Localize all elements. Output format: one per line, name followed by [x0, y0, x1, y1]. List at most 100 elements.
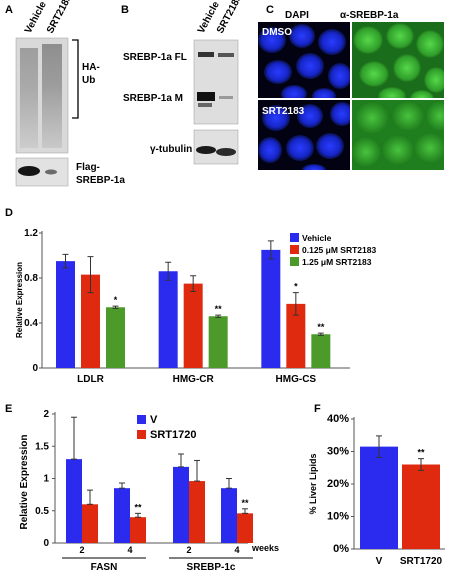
bar-ldlr-0-125-m-srt2183	[81, 274, 100, 368]
panel-c: C DAPI α-SREBP-1a DMSO	[258, 4, 444, 170]
fl-band-srt2183	[218, 53, 234, 57]
legend-label-v: V	[150, 414, 158, 426]
bar-srebp-1c-4-srt1720	[237, 513, 253, 543]
y-tick-label: 40%	[327, 413, 349, 425]
x-category-label: HMG-CS	[276, 374, 317, 385]
y-axis-label: Relative Expression	[19, 434, 30, 529]
image-srebp-dmso	[352, 22, 444, 98]
bar-fasn-2-srt1720	[82, 504, 98, 543]
bar-srebp-1c-2-srt1720	[189, 481, 205, 543]
panel-a: A Vehicle SRT2183 HA- Ub Flag- SREBP-1a	[5, 0, 125, 187]
panel-b: B Vehicle SRT2183 SREBP-1a FL SREBP-1a M…	[121, 0, 245, 165]
flag-band-vehicle	[18, 166, 40, 176]
chart-f: 0% 10% 20% 30% 40% % Liver Lipids V ** SRT1720	[308, 413, 445, 567]
x-category-label: HMG-CR	[173, 374, 215, 385]
bar-hmg-cs-0-125-m-srt2183	[286, 303, 306, 368]
srebp-fl-label: SREBP-1a FL	[123, 52, 187, 63]
significance-mark: *	[294, 282, 298, 292]
legend-swatch-1-25-m-srt2183	[290, 257, 299, 266]
bar-fasn-4-v	[114, 488, 130, 543]
significance-mark: **	[215, 304, 223, 314]
m-band-srt2183	[219, 96, 233, 99]
bar-ldlr-1-25-m-srt2183	[106, 307, 125, 368]
y-tick-label: 1.2	[24, 228, 38, 239]
flag-label: Flag-	[76, 162, 100, 173]
y-tick-label: 1	[43, 474, 49, 485]
chart-e: 0 0.5 1 1.5 2 Relative Expression 2 ** 4 FASN 2 ** 4…	[19, 409, 253, 573]
legend-swatch-0-125-m-srt2183	[290, 245, 299, 254]
srt2183-smear	[42, 44, 62, 148]
panel-e: E 0 0.5 1 1.5 2 Relative Expression 2 ** 4 FASN 2 *…	[5, 403, 279, 573]
y-tick-label: 20%	[327, 478, 349, 490]
bar-hmg-cs-vehicle	[261, 249, 281, 368]
y-tick-label: 10%	[327, 511, 349, 523]
col-label-dapi: DAPI	[285, 10, 309, 21]
srebp1a-label-a: SREBP-1a	[76, 175, 125, 186]
significance-mark: **	[317, 322, 325, 332]
bar-hmg-cs-1-25-m-srt2183	[311, 334, 331, 368]
bar-srebp-1c-4-v	[221, 488, 237, 543]
y-tick-label: 2	[43, 409, 49, 420]
panel-letter-a: A	[5, 4, 13, 16]
legend-label-srt1720: SRT1720	[150, 429, 196, 441]
ub-label: Ub	[82, 75, 95, 86]
tubulin-band-vehicle	[196, 146, 216, 154]
bar-hmg-cr-vehicle	[158, 271, 178, 368]
panel-letter-e: E	[5, 403, 12, 415]
image-srebp-srt2183	[352, 100, 444, 170]
y-tick-label: 0.8	[24, 273, 38, 284]
x-category-label: V	[376, 556, 383, 567]
bar-v	[360, 446, 398, 549]
x-subcategory-label: 2	[186, 545, 191, 555]
weeks-label: weeks	[251, 543, 279, 553]
image-dapi-dmso	[258, 22, 350, 98]
x-group-label: FASN	[91, 562, 118, 573]
image-dapi-srt2183	[258, 100, 350, 170]
m-band-vehicle	[197, 92, 215, 101]
chart-d: 0 0.4 0.8 1.2 Relative Expression * LDLR ** HMG-…	[15, 228, 376, 385]
y-tick-label: 0.5	[35, 506, 49, 517]
significance-mark: *	[114, 295, 118, 305]
legend-swatch-vehicle	[290, 233, 299, 242]
flag-band-srt2183	[45, 169, 57, 175]
bar-srt1720	[402, 464, 440, 549]
bar-fasn-4-srt1720	[130, 517, 146, 543]
legend-swatch-srt1720	[137, 430, 146, 439]
x-subcategory-label: 4	[234, 545, 239, 555]
y-tick-label: 0	[43, 538, 49, 549]
fl-band-vehicle	[198, 52, 214, 57]
panel-d: D 0 0.4 0.8 1.2 Relative Expression * LDLR ** HM…	[5, 207, 376, 385]
x-subcategory-label: 4	[127, 545, 132, 555]
x-subcategory-label: 2	[79, 545, 84, 555]
legend-label-1-25-m-srt2183: 1.25 μM SRT2183	[302, 257, 372, 267]
legend-swatch-v	[137, 415, 146, 424]
bar-fasn-2-v	[66, 459, 82, 543]
x-category-label: SRT1720	[400, 556, 443, 567]
col-label-srebp: α-SREBP-1a	[340, 10, 399, 21]
y-tick-label: 0	[32, 363, 38, 374]
panel-f: F 0% 10% 20% 30% 40% % Liver Lipids V ** SRT1720	[308, 403, 445, 567]
significance-mark: **	[417, 448, 425, 458]
row-label-dmso: DMSO	[262, 27, 292, 38]
row-label-srt2183: SRT2183	[262, 106, 305, 117]
srebp-m-label: SREBP-1a M	[123, 93, 183, 104]
x-category-label: LDLR	[77, 374, 104, 385]
legend-label-vehicle: Vehicle	[302, 233, 332, 243]
panel-letter-c: C	[266, 4, 274, 16]
y-axis-label: Relative Expression	[15, 262, 24, 338]
y-tick-label: 1.5	[35, 441, 49, 452]
bar-ldlr-vehicle	[56, 261, 75, 368]
significance-mark: **	[134, 502, 142, 512]
legend-label-0-125-m-srt2183: 0.125 μM SRT2183	[302, 245, 376, 255]
lane-label-srt2183: SRT2183	[45, 0, 75, 35]
bar-hmg-cr-1-25-m-srt2183	[208, 316, 228, 368]
ha-label: HA-	[82, 62, 100, 73]
panel-letter-b: B	[121, 4, 129, 16]
significance-mark: **	[241, 498, 249, 508]
vehicle-smear	[20, 48, 38, 148]
y-tick-label: 0.4	[24, 318, 38, 329]
y-axis-label: % Liver Lipids	[308, 453, 318, 514]
tubulin-band-srt2183	[216, 148, 236, 156]
bar-srebp-1c-2-v	[173, 466, 189, 543]
